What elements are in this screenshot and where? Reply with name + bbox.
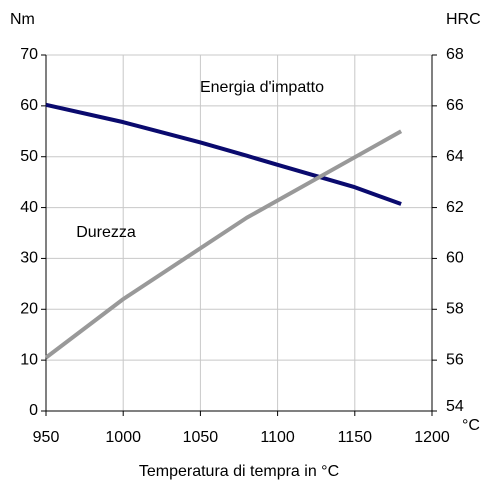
y2-tick-label: 54 <box>446 398 464 415</box>
y2-tick-label: 58 <box>446 301 464 318</box>
x-tick-label: 1000 <box>105 429 141 446</box>
x-tick-label: 1150 <box>338 429 373 446</box>
y-tick-label: 60 <box>20 97 38 114</box>
x-tick-label: 1200 <box>414 429 450 446</box>
y-tick-label: 0 <box>29 402 38 419</box>
x-tick-label: 1050 <box>183 429 219 446</box>
x-tick-label: 950 <box>33 429 60 446</box>
series-line <box>45 102 402 206</box>
series-label: Energia d'impatto <box>200 79 324 96</box>
y2-tick-label: 60 <box>446 250 464 267</box>
series-line <box>44 129 403 360</box>
series-label: Durezza <box>76 224 136 241</box>
y2-axis-label: HRC <box>446 11 481 28</box>
y2-tick-label: 56 <box>446 351 464 368</box>
y-tick-label: 50 <box>20 148 38 165</box>
y-tick-label: 40 <box>20 199 38 216</box>
y-axis-label: Nm <box>10 11 35 28</box>
y-tick-label: 10 <box>20 351 38 368</box>
x-unit: °C <box>462 417 480 434</box>
y-tick-label: 20 <box>20 301 38 318</box>
y-tick-label: 70 <box>20 46 38 63</box>
y2-tick-label: 64 <box>446 148 464 165</box>
y-tick-label: 30 <box>20 250 38 267</box>
x-axis-label: Temperatura di tempra in °C <box>139 463 339 480</box>
y2-tick-label: 68 <box>446 46 464 63</box>
x-tick-label: 1100 <box>260 429 295 446</box>
y2-tick-label: 66 <box>446 97 464 114</box>
y2-tick-label: 62 <box>446 199 464 216</box>
